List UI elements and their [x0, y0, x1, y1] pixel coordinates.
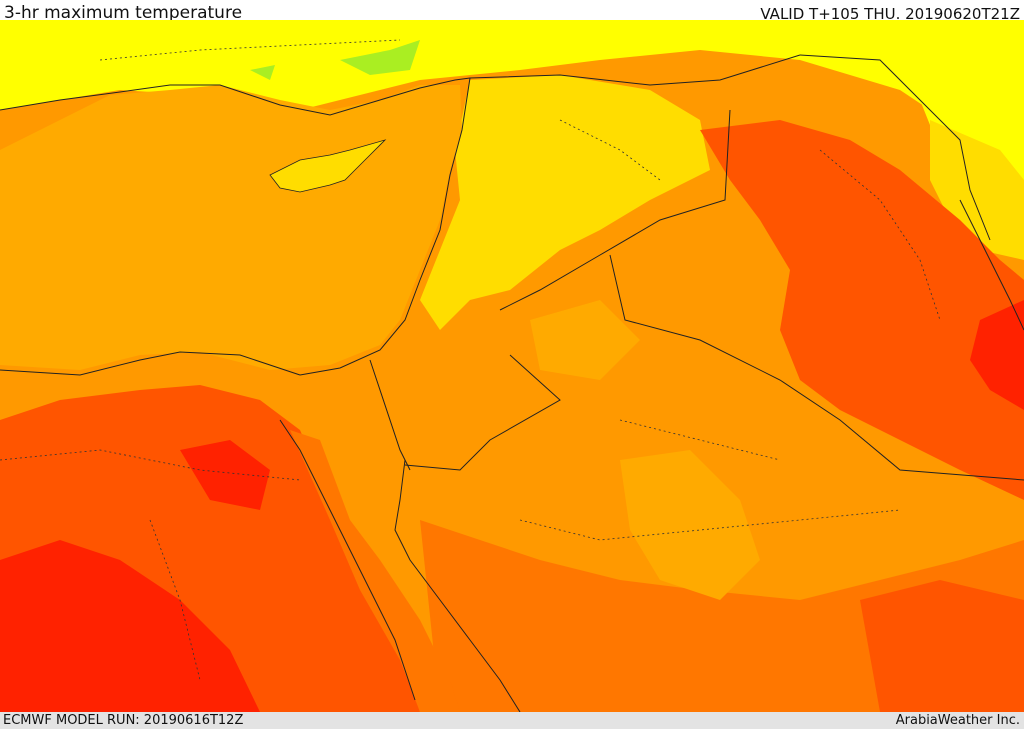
border-egypt-israel	[369, 359, 411, 471]
gulf-hottest-zone	[970, 300, 1024, 410]
red-sea	[290, 430, 460, 712]
country-borders	[369, 54, 1024, 481]
valid-time: VALID T+105 THU. 20190620T21Z	[760, 5, 1020, 23]
egypt-hottest-zone-2	[180, 440, 270, 510]
cyprus	[269, 139, 387, 193]
arabia-mild-zone-1	[620, 450, 760, 600]
border-iraq-saudi	[609, 254, 1024, 481]
admin-border-2	[519, 509, 901, 541]
admin-border-6	[819, 149, 941, 321]
admin-borders	[0, 39, 941, 681]
north-green-patch-2	[250, 65, 275, 80]
arabia-mild-zone-2	[530, 300, 640, 380]
iraq-hot-zone	[700, 120, 1024, 500]
map-title: 3-hr maximum temperature	[4, 3, 243, 23]
admin-border-1	[0, 449, 301, 481]
levant-coastline	[299, 77, 471, 376]
header-bar: 3-hr maximum temperature VALID T+105 THU…	[0, 0, 1024, 23]
red-sea-east-coast	[394, 459, 521, 712]
iran-mild-zone	[930, 120, 1024, 260]
gulf-coastline	[959, 199, 1024, 331]
admin-border-3	[99, 39, 401, 61]
border-syria-iraq	[499, 109, 731, 311]
admin-border-5	[559, 119, 661, 181]
coastlines	[0, 77, 1024, 712]
border-turkey-syria	[469, 54, 801, 86]
mediterranean-sea	[0, 85, 462, 370]
north-green-patch-1	[340, 40, 420, 75]
border-jordan-saudi	[404, 354, 561, 471]
temperature-map	[0, 20, 1024, 712]
admin-border-7	[149, 519, 201, 681]
red-sea-west-coast	[279, 419, 416, 701]
egypt-coastline	[0, 351, 301, 376]
credit-label: ArabiaWeather Inc.	[895, 713, 1020, 728]
model-run-label: ECMWF MODEL RUN: 20190616T12Z	[3, 713, 244, 728]
temperature-map-svg	[0, 20, 1024, 712]
turkey-coastline	[0, 77, 471, 116]
levant-mild-zone	[420, 75, 710, 330]
arabia-hotter-zone	[860, 580, 1024, 712]
footer-bar: ECMWF MODEL RUN: 20190616T12Z ArabiaWeat…	[0, 712, 1024, 729]
egypt-hottest-zone-1	[0, 540, 260, 712]
border-iraq-iran	[799, 54, 991, 241]
